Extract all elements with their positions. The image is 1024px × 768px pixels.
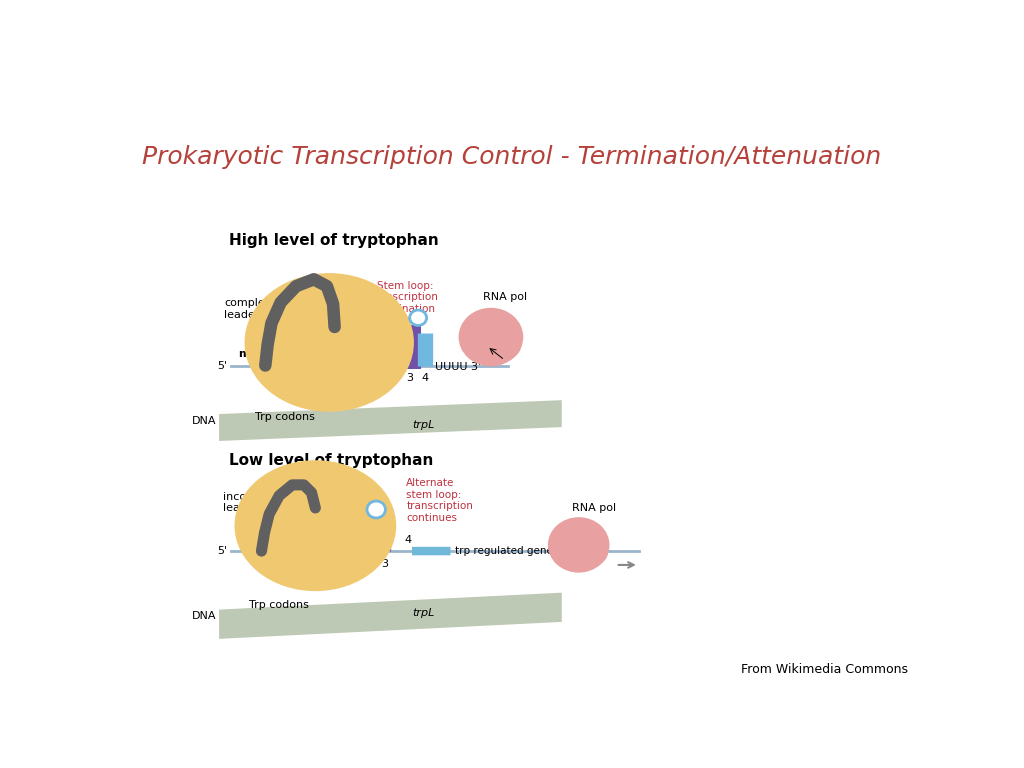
Text: UUUU 3': UUUU 3' — [435, 362, 481, 372]
Text: Trp codons: Trp codons — [255, 412, 314, 422]
Text: 3: 3 — [381, 559, 388, 569]
Text: Stem loop:
transcription
termination
signal: Stem loop: transcription termination sig… — [372, 281, 439, 326]
Ellipse shape — [234, 460, 396, 591]
Text: Low level of tryptophan: Low level of tryptophan — [229, 452, 433, 468]
Polygon shape — [219, 400, 562, 441]
Text: Alternate
stem loop:
transcription
continues: Alternate stem loop: transcription conti… — [407, 478, 473, 523]
Text: High level of tryptophan: High level of tryptophan — [229, 233, 439, 248]
Text: mRNA: mRNA — [239, 349, 276, 359]
Text: Trp codons: Trp codons — [249, 601, 309, 611]
Text: 4: 4 — [404, 535, 412, 545]
Text: 5': 5' — [217, 360, 227, 370]
FancyBboxPatch shape — [332, 361, 364, 369]
Ellipse shape — [282, 323, 400, 392]
Text: trpL: trpL — [412, 607, 434, 617]
Text: 1: 1 — [285, 349, 292, 359]
Text: 1: 1 — [285, 535, 292, 545]
Text: DNA: DNA — [193, 611, 217, 621]
Ellipse shape — [367, 501, 385, 518]
Text: RNA pol: RNA pol — [482, 293, 526, 303]
Text: 3: 3 — [407, 373, 414, 383]
Text: trpL: trpL — [412, 420, 434, 430]
Text: RNA pol: RNA pol — [572, 502, 616, 512]
Text: From Wikimedia Commons: From Wikimedia Commons — [741, 663, 908, 676]
Text: complete
leader peptide: complete leader peptide — [224, 299, 306, 320]
Text: incomplete
leader peptide: incomplete leader peptide — [223, 492, 304, 513]
Text: 5': 5' — [217, 546, 227, 556]
Text: 2: 2 — [365, 559, 372, 569]
FancyBboxPatch shape — [412, 547, 451, 555]
Ellipse shape — [562, 538, 608, 568]
Polygon shape — [219, 593, 562, 639]
Ellipse shape — [459, 308, 523, 366]
Ellipse shape — [268, 507, 381, 572]
Text: trp regulated genes: trp regulated genes — [455, 546, 558, 556]
Text: Prokaryotic Transcription Control - Termination/Attenuation: Prokaryotic Transcription Control - Term… — [142, 145, 882, 169]
Text: 2: 2 — [344, 349, 351, 359]
Ellipse shape — [410, 310, 427, 326]
Text: ribosome: ribosome — [323, 294, 375, 304]
Ellipse shape — [473, 327, 521, 362]
Text: 4: 4 — [422, 373, 429, 383]
Text: ribosome: ribosome — [321, 477, 372, 487]
Text: stalls: stalls — [336, 486, 365, 496]
FancyBboxPatch shape — [272, 547, 304, 555]
Text: DNA: DNA — [193, 415, 217, 425]
Ellipse shape — [245, 273, 414, 412]
Ellipse shape — [548, 517, 609, 573]
FancyBboxPatch shape — [272, 361, 304, 369]
